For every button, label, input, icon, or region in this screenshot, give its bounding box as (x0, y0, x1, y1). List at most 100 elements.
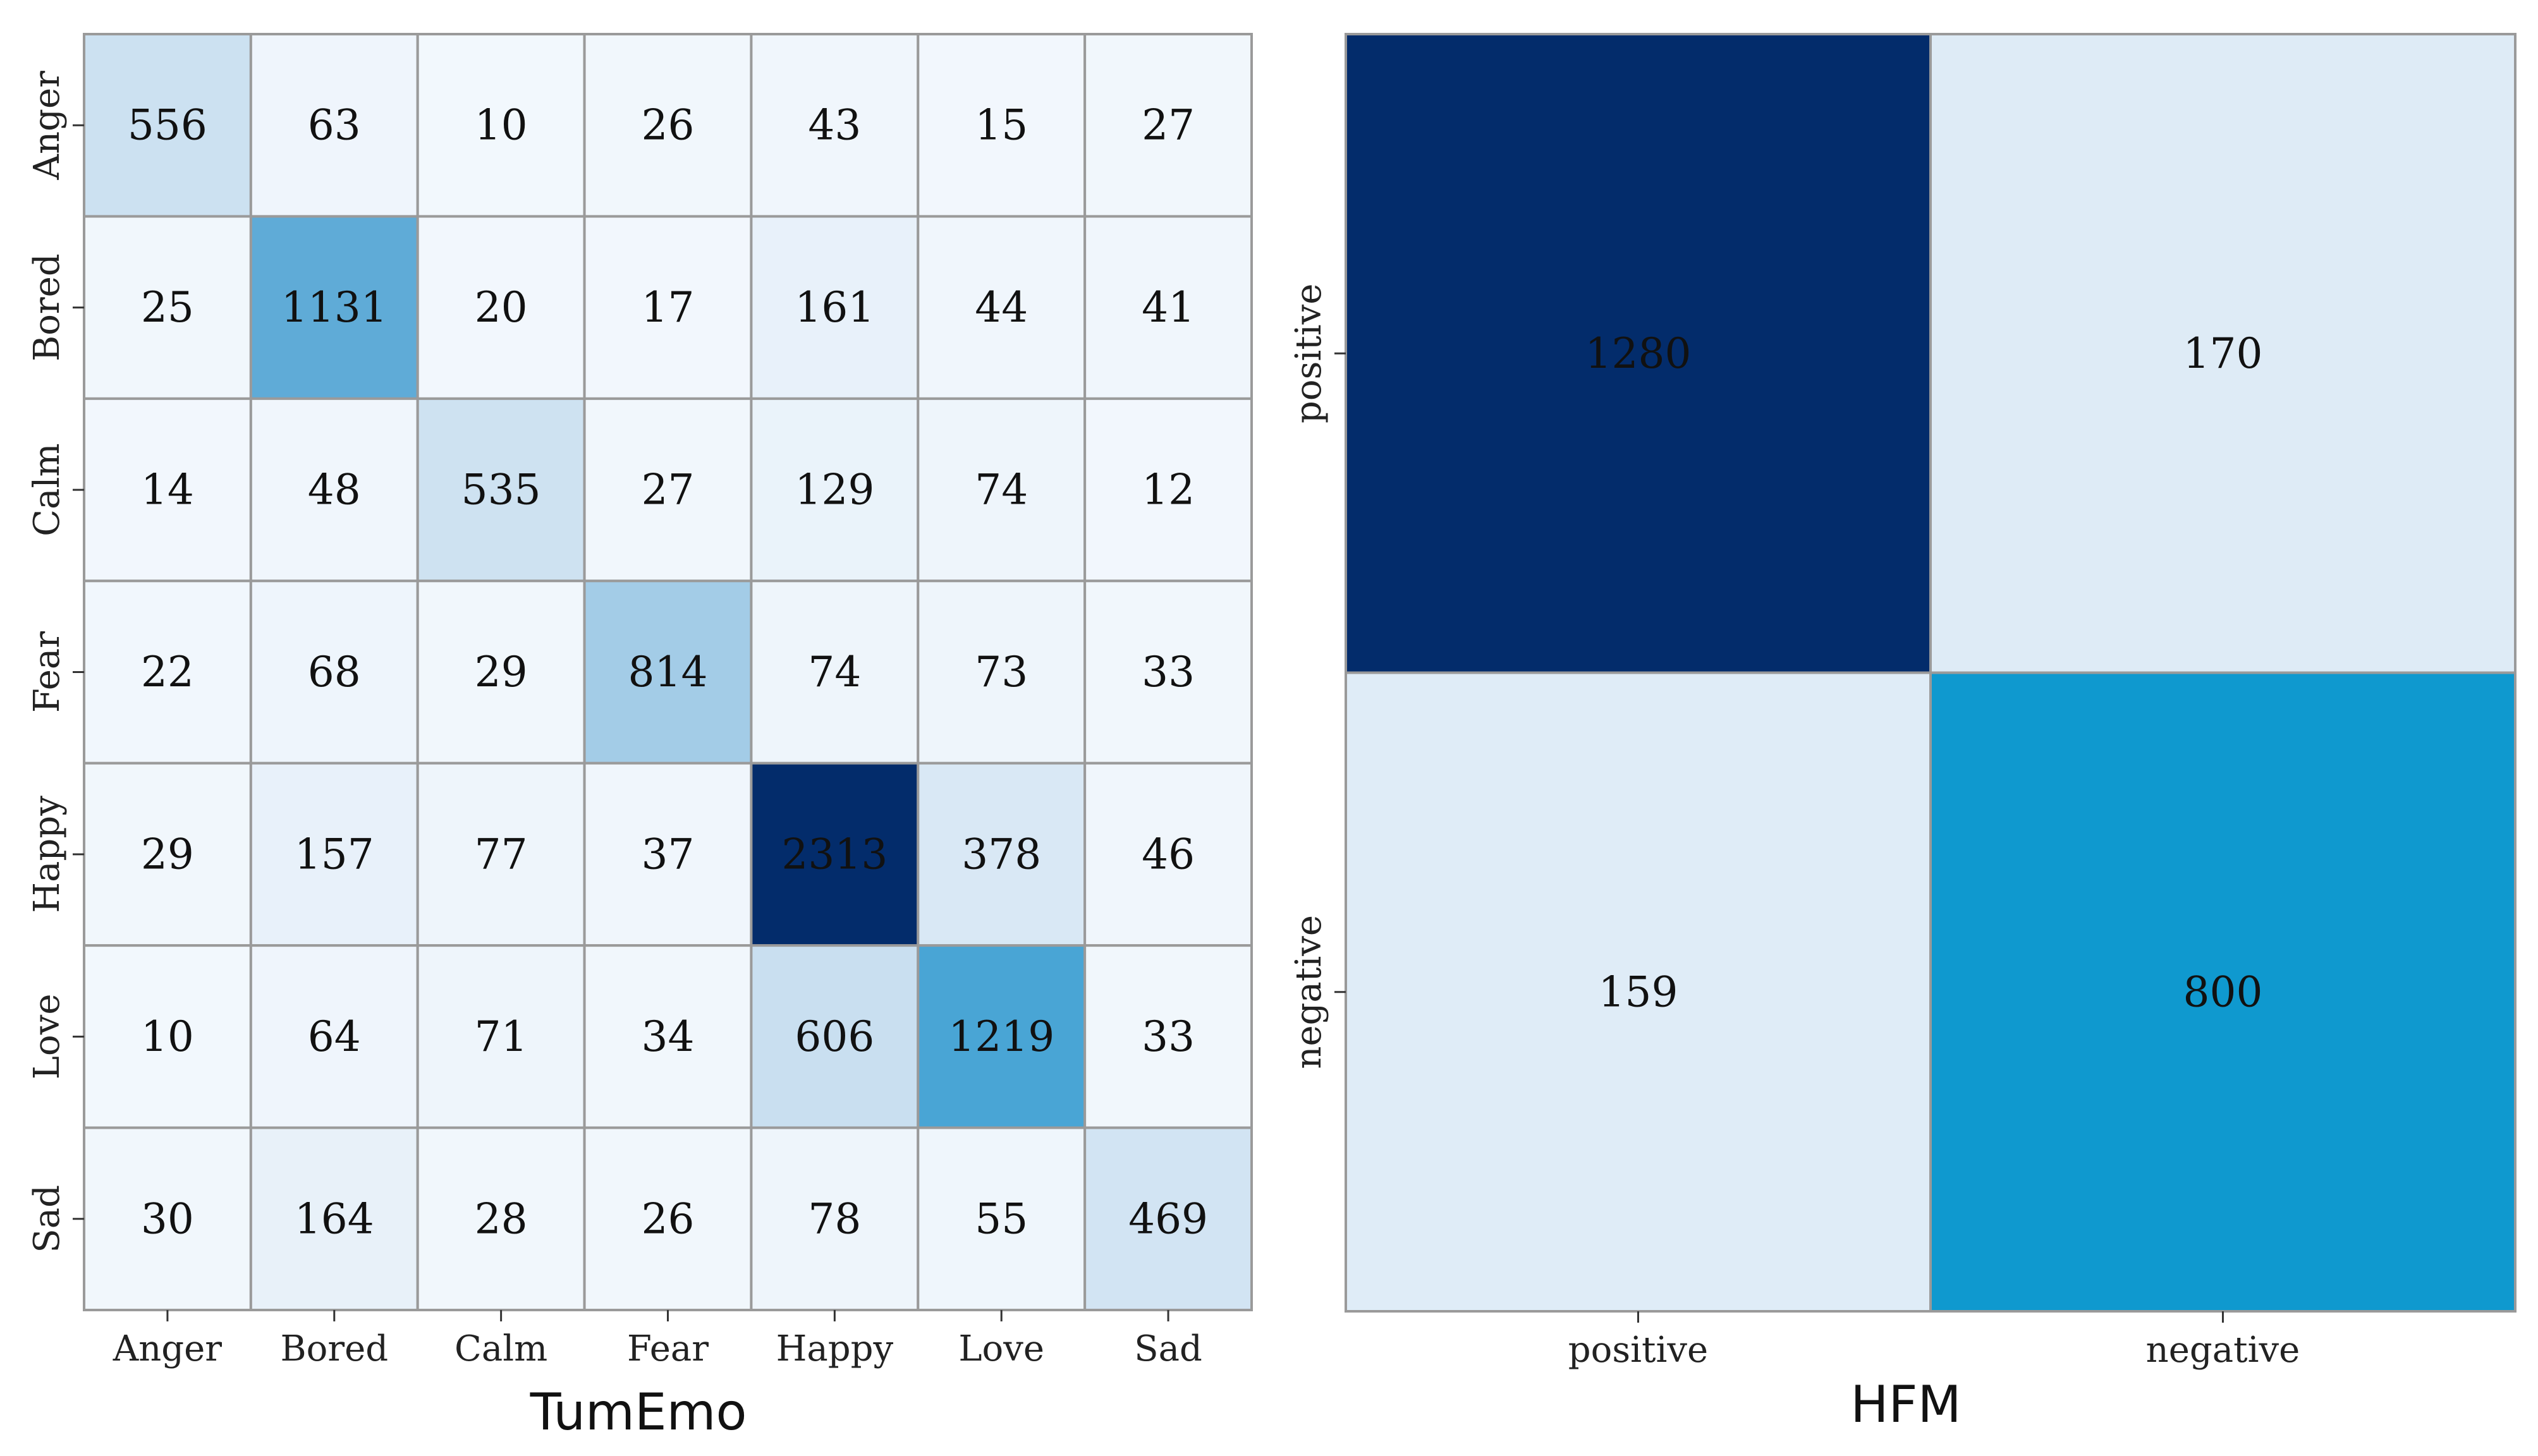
tumemo-xtick-love: Love (958, 1328, 1044, 1369)
tumemo-value-label: 378 (961, 830, 1041, 878)
tumemo-value-label: 814 (628, 648, 708, 696)
tumemo-xtick-sad: Sad (1134, 1328, 1202, 1369)
tumemo-cell-anger-anger (83, 33, 252, 218)
tumemo-value-label: 55 (975, 1194, 1028, 1243)
tumemo-value-label: 606 (795, 1012, 874, 1061)
tumemo-value-label: 14 (141, 466, 194, 514)
tumemo-cell-calm-love (917, 397, 1087, 583)
tumemo-cell-sad-anger (83, 1126, 252, 1311)
hfm-cell-negative-positive (1345, 671, 1932, 1313)
tumemo-cell-fear-bored (249, 579, 419, 765)
hfm-cell-positive-positive (1345, 33, 1932, 674)
tumemo-cell-fear-sad (1083, 579, 1253, 765)
tumemo-value-label: 29 (475, 648, 528, 696)
hfm-frame (1345, 33, 2517, 1313)
tumemo-cell-anger-love (917, 33, 1087, 218)
tumemo-value-label: 556 (128, 101, 207, 150)
tumemo-value-label: 10 (141, 1012, 194, 1061)
hfm-value-label: 800 (2183, 968, 2263, 1016)
tumemo-caption: TumEmo (530, 1383, 747, 1441)
tumemo-value-label: 28 (475, 1194, 528, 1243)
hfm-ytick-negative: negative (1288, 915, 1329, 1069)
tumemo-value-label: 37 (642, 830, 695, 878)
tumemo-value-label: 20 (475, 283, 528, 332)
tumemo-ytick-anger: Anger (27, 71, 68, 180)
hfm-caption: HFM (1850, 1375, 1961, 1434)
tumemo-cell-calm-fear (583, 397, 753, 583)
tumemo-value-label: 77 (475, 830, 528, 878)
tumemo-value-label: 43 (808, 101, 861, 150)
tumemo-value-label: 68 (308, 648, 361, 696)
tumemo-value-label: 46 (1142, 830, 1195, 878)
tumemo-cell-sad-sad (1083, 1126, 1253, 1311)
tumemo-value-label: 1219 (948, 1012, 1054, 1061)
hfm-cell-negative-negative (1929, 671, 2517, 1313)
tumemo-xtick-bored: Bored (280, 1328, 388, 1369)
hfm-cell-positive-negative (1929, 33, 2517, 674)
tumemo-xtick-anger: Anger (113, 1328, 222, 1369)
tumemo-ytick-calm: Calm (27, 443, 68, 536)
hfm-xtick-positive: positive (1568, 1330, 1708, 1371)
hfm-xtick-negative: negative (2146, 1330, 2300, 1371)
tumemo-cell-calm-calm (416, 397, 586, 583)
tumemo-value-label: 41 (1142, 283, 1195, 332)
hfm-confusion-matrix: 1280 170 159 800 positive negative positive neg… (1288, 33, 2517, 1434)
tumemo-value-label: 78 (808, 1194, 861, 1243)
tumemo-cell-sad-fear (583, 1126, 753, 1311)
tumemo-value-label: 161 (795, 283, 874, 332)
tumemo-confusion-matrix: 556 63 10 26 43 15 27 25 1131 20 17 161 44 41 14 48 535 2… (27, 33, 1253, 1441)
tumemo-cell-happy-calm (416, 761, 586, 947)
tumemo-cell-anger-bored (249, 33, 419, 218)
tumemo-value-label: 63 (308, 101, 361, 150)
tumemo-cell-sad-calm (416, 1126, 586, 1311)
tumemo-cell-happy-anger (83, 761, 252, 947)
tumemo-ytick-sad: Sad (27, 1185, 68, 1253)
tumemo-value-label: 34 (642, 1012, 695, 1061)
tumemo-value-label: 22 (141, 648, 194, 696)
tumemo-cell-calm-happy (750, 397, 920, 583)
tumemo-value-label: 27 (642, 466, 695, 514)
tumemo-value-label: 74 (975, 466, 1028, 514)
tumemo-cell-love-anger (83, 944, 252, 1129)
tumemo-value-label: 44 (975, 283, 1028, 332)
tumemo-ytick-love: Love (27, 994, 68, 1080)
tumemo-value-label: 64 (308, 1012, 361, 1061)
tumemo-value-label: 15 (975, 101, 1028, 150)
tumemo-value-label: 535 (461, 466, 541, 514)
tumemo-value-label: 12 (1142, 466, 1195, 514)
tumemo-value-label: 17 (642, 283, 695, 332)
tumemo-xtick-fear: Fear (627, 1328, 709, 1369)
tumemo-value-label: 33 (1142, 1012, 1195, 1061)
tumemo-cell-love-bored (249, 944, 419, 1129)
tumemo-cell-sad-happy (750, 1126, 920, 1311)
hfm-ytick-positive: positive (1288, 284, 1329, 423)
hfm-value-label: 170 (2183, 329, 2263, 378)
tumemo-value-label: 129 (795, 466, 874, 514)
tumemo-xtick-calm: Calm (455, 1328, 547, 1369)
tumemo-ytick-happy: Happy (27, 796, 68, 913)
tumemo-ytick-fear: Fear (27, 631, 68, 713)
tumemo-value-label: 25 (141, 283, 194, 332)
tumemo-value-label: 1131 (281, 283, 387, 332)
tumemo-cell-bored-happy (750, 215, 920, 400)
tumemo-value-label: 33 (1142, 648, 1195, 696)
tumemo-value-label: 48 (308, 466, 361, 514)
tumemo-cell-fear-fear (583, 579, 753, 765)
tumemo-value-label: 30 (141, 1194, 194, 1243)
tumemo-value-label: 2313 (781, 830, 888, 878)
tumemo-value-label: 26 (642, 1194, 695, 1243)
tumemo-cell-fear-love (917, 579, 1087, 765)
tumemo-cell-calm-bored (249, 397, 419, 583)
tumemo-cell-calm-sad (1083, 397, 1253, 583)
tumemo-value-label: 74 (808, 648, 861, 696)
tumemo-value-label: 26 (642, 101, 695, 150)
hfm-value-label: 1280 (1585, 329, 1692, 378)
tumemo-value-label: 27 (1142, 101, 1195, 150)
tumemo-cell-love-fear (583, 944, 753, 1129)
tumemo-cell-bored-sad (1083, 215, 1253, 400)
tumemo-cell-sad-love (917, 1126, 1087, 1311)
tumemo-value-label: 164 (295, 1194, 374, 1243)
tumemo-ytick-bored: Bored (27, 253, 68, 361)
tumemo-value-label: 10 (475, 101, 528, 150)
